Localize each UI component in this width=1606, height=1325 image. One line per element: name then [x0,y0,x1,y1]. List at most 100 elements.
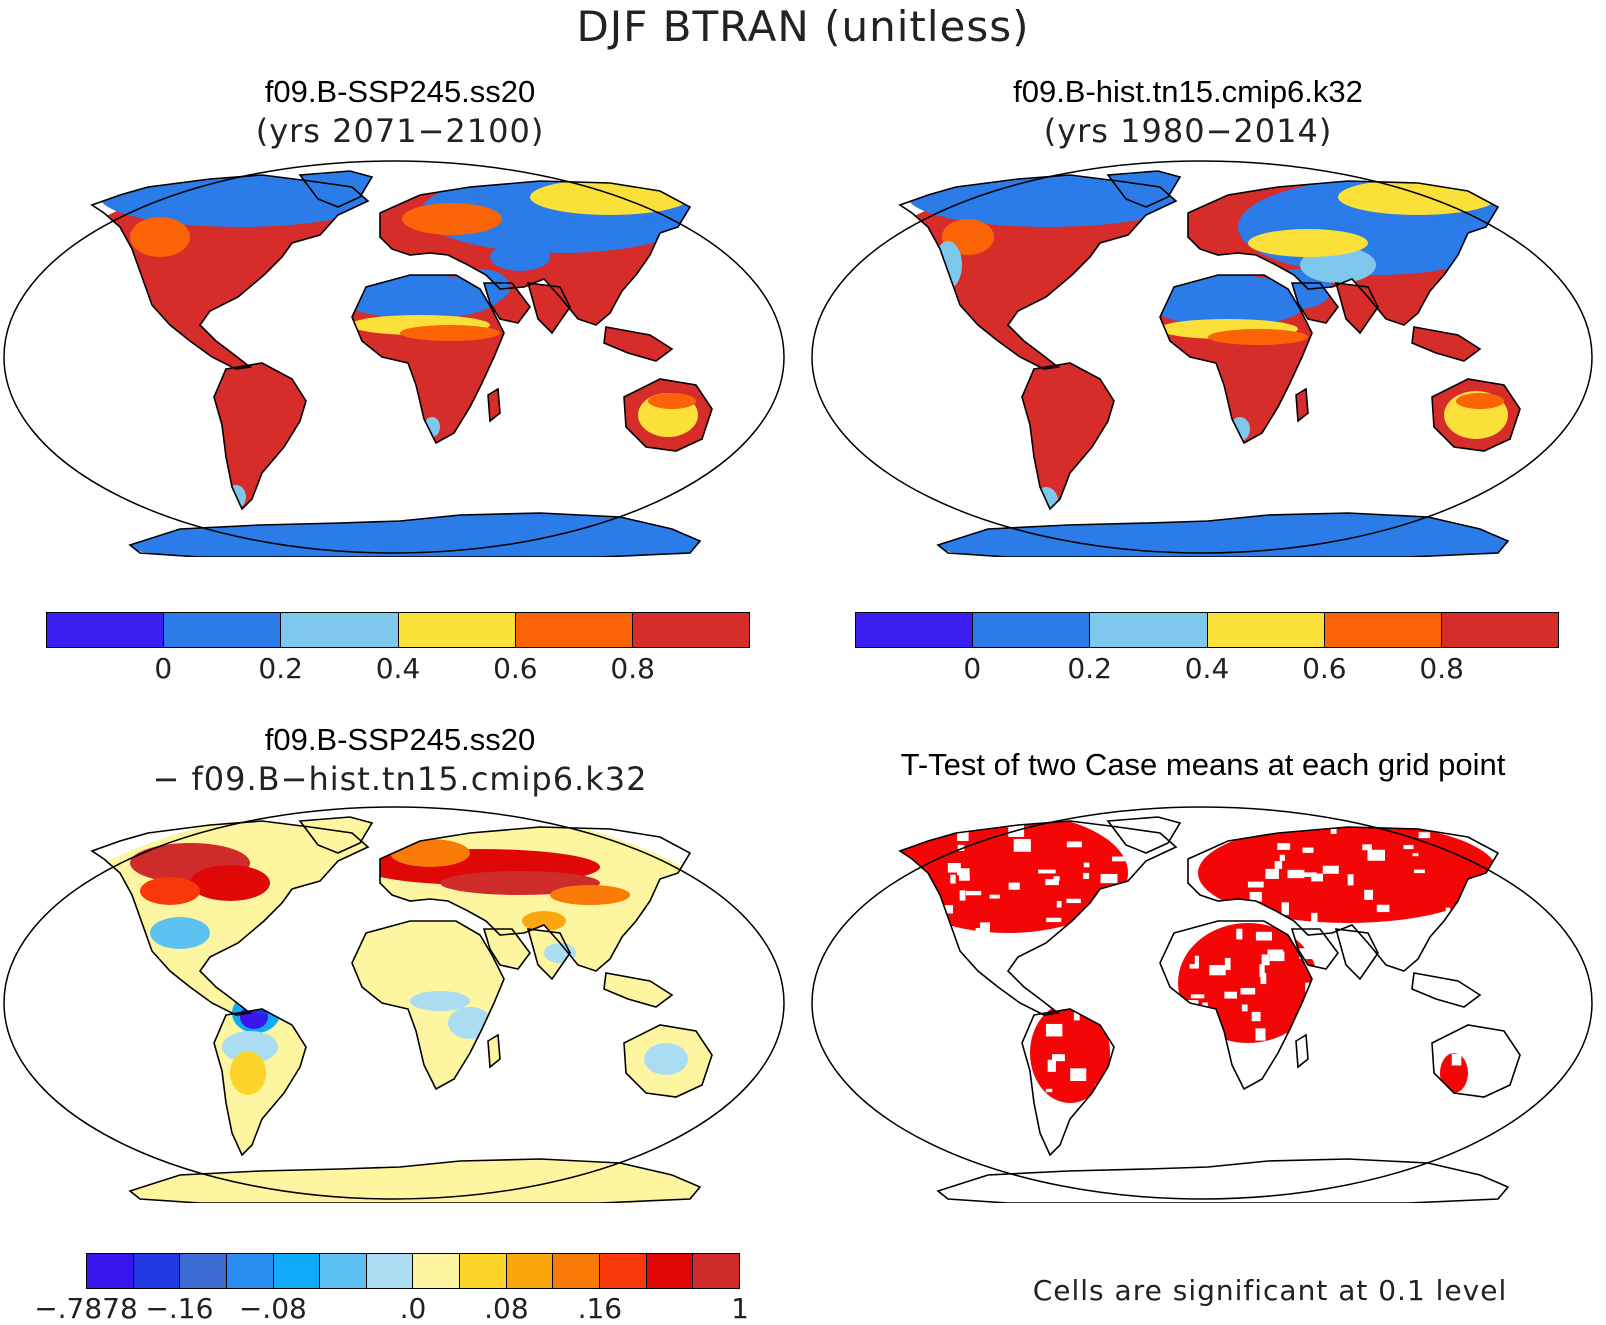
nonsignificant-cell [1281,902,1289,915]
colorbar-ssp245-tick: 0.2 [258,652,303,685]
nonsignificant-cell [1008,882,1020,890]
coastline-seAsiaIslands [1411,972,1482,1008]
nonsignificant-cell [957,844,965,851]
coastline-seAsiaIslands [603,326,674,362]
coastline-arabia [482,928,531,970]
nonsignificant-cell [1451,1053,1462,1066]
nonsignificant-cell [1259,964,1265,978]
nonsignificant-cell [1100,873,1118,884]
btran-future-region-9 [400,325,500,341]
nonsignificant-cell [1209,965,1226,976]
nonsignificant-cell [960,868,970,881]
nonsignificant-cell [975,928,982,936]
nonsignificant-cell [957,829,969,842]
coastline-eurasia [379,826,692,972]
btran-future-region-2 [260,171,380,201]
nonsignificant-cell [1111,856,1126,862]
nonsignificant-cell [1279,854,1285,861]
map-difference-btran [3,806,785,1203]
nonsignificant-cell [947,862,961,873]
nonsignificant-cell [1052,1054,1065,1062]
nonsignificant-cell [1045,1023,1063,1037]
nonsignificant-cell [1261,954,1270,966]
coastline-greenland [298,816,374,854]
coastline-madagascar [1295,1033,1309,1069]
coastline-northAmerica [90,820,370,1016]
panel-title-difference: f09.B-SSP245.ss20 [264,722,536,757]
nonsignificant-cell [1038,869,1056,874]
coastline-antarctica [128,1158,702,1203]
coastline-southAmerica [1021,1008,1115,1157]
nonsignificant-cell [1045,1088,1053,1093]
nonsignificant-cell [1413,869,1425,874]
coastline-australia [623,378,713,452]
colorbar-difference-tick: −.7878 [34,1292,138,1325]
colorbar-ssp245-swatch-0 [47,613,165,647]
colorbar-difference-swatch-10 [553,1254,601,1288]
colorbar-difference-swatch-4 [273,1254,321,1288]
nonsignificant-cell [1274,861,1283,869]
nonsignificant-cell [989,894,1000,899]
colorbar-hist-swatch-5 [1441,613,1559,647]
nonsignificant-cell [1347,874,1354,886]
significant-region-1 [1198,823,1498,923]
nonsignificant-cell [1013,839,1031,852]
map-frame [811,160,1593,554]
nonsignificant-cell [1311,912,1318,926]
btran-diff-region-8 [150,917,210,949]
nonsignificant-cell [950,874,956,884]
btran-hist-region-17 [1456,393,1504,409]
colorbar-difference-swatch-1 [133,1254,181,1288]
nonsignificant-cell [1403,844,1414,850]
nonsignificant-cell [965,890,982,896]
btran-diff-region-2 [190,865,270,901]
colorbar-hist-swatch-3 [1207,613,1325,647]
nonsignificant-cell [1236,928,1243,940]
coastline-madagascar [487,387,501,423]
colorbar-difference-swatch-2 [180,1254,227,1288]
map-frame [3,160,785,554]
nonsignificant-cell [1265,868,1279,879]
nonsignificant-cell [1364,889,1374,900]
nonsignificant-cell [1255,931,1272,941]
colorbar-ssp245-ticks: 0 0.2 0.4 0.6 0.8 [46,652,750,692]
colorbar-ssp245-tick: 0 [154,652,173,685]
coastline-northAmerica [898,174,1178,370]
panel-subtitle-ssp245: (yrs 2071−2100) [255,112,545,150]
nonsignificant-cell [1047,1059,1056,1072]
nonsignificant-cell [1066,841,1082,848]
significance-note: Cells are significant at 0.1 level [1032,1274,1508,1307]
nonsignificant-cell [1269,951,1285,962]
coastline-seAsiaIslands [1411,326,1482,362]
coastline-arabia [482,282,531,324]
btran-hist-region-9 [1208,329,1308,345]
nonsignificant-cell [1303,872,1317,878]
btran-future-region-4 [530,179,690,215]
nonsignificant-cell [1189,964,1199,969]
panel-subtitle-hist: (yrs 1980−2014) [1043,112,1333,150]
btran-hist-region-2 [1068,171,1188,201]
colorbar-difference-swatch-7 [413,1254,461,1288]
colorbar-difference-tick: −.16 [145,1292,214,1325]
colorbar-ssp245-swatch-5 [632,613,750,647]
coastline-eurasia [379,180,692,326]
colorbar-ssp245-swatch-4 [515,613,633,647]
nonsignificant-cell [1412,853,1419,857]
btran-diff-region-18 [644,1043,688,1075]
colorbar-hist-swatch-2 [1090,613,1208,647]
nonsignificant-cell [1367,849,1386,861]
figure-title: DJF BTRAN (unitless) [576,2,1030,51]
colorbar-difference-swatch-0 [87,1254,134,1288]
coastline-seAsiaIslands [603,972,674,1008]
coastline-india [526,282,571,335]
nonsignificant-cell [959,890,966,901]
btran-future-region-16 [648,393,696,409]
btran-hist-region-4 [1338,179,1498,215]
nonsignificant-cell [1287,869,1305,879]
colorbar-ssp245-tick: 0.8 [610,652,655,685]
coastline-northAmerica [898,820,1178,1016]
nonsignificant-cell [1376,904,1390,913]
coastline-eurasia [1187,180,1500,326]
colorbar-difference-tick: 1 [731,1292,749,1325]
panel-title-hist: f09.B-hist.tn15.cmip6.k32 [1013,74,1363,109]
